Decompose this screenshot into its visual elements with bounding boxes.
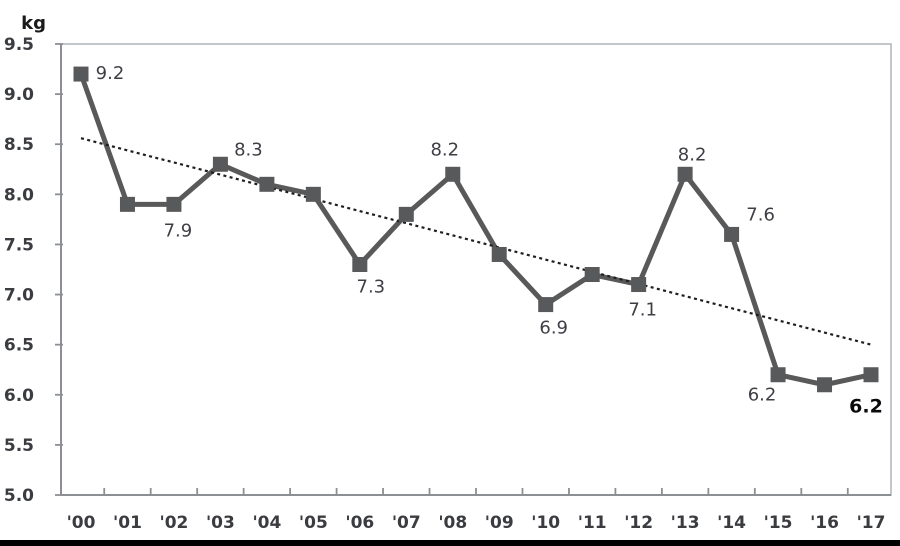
y-axis-tick-label: 5.0 bbox=[4, 486, 34, 506]
y-axis-tick-label: 6.5 bbox=[4, 336, 34, 356]
x-axis-category-label: '00 bbox=[67, 513, 96, 533]
data-label-bold: 6.2 bbox=[849, 396, 883, 418]
data-label: 8.3 bbox=[234, 139, 263, 160]
data-label: 7.3 bbox=[357, 276, 386, 297]
data-label: 7.9 bbox=[164, 220, 193, 241]
data-label: 6.2 bbox=[748, 385, 777, 406]
x-axis-category-label: '17 bbox=[857, 513, 886, 533]
y-axis-unit-label: kg bbox=[21, 13, 46, 34]
x-axis-category-label: '03 bbox=[206, 513, 235, 533]
plot-area-outline bbox=[60, 43, 892, 496]
y-axis-tick-label: 5.5 bbox=[4, 436, 34, 456]
data-point-marker bbox=[259, 176, 275, 192]
y-axis-tick-label: 7.0 bbox=[4, 286, 34, 306]
x-axis-category-label: '06 bbox=[345, 513, 374, 533]
data-point-marker bbox=[491, 246, 507, 262]
x-axis-category-label: '15 bbox=[764, 513, 793, 533]
data-point-marker bbox=[119, 196, 135, 212]
data-point-marker bbox=[631, 277, 647, 293]
data-point-marker bbox=[817, 377, 833, 393]
y-axis-tick-label: 9.5 bbox=[4, 35, 34, 55]
x-axis-category-label: '10 bbox=[531, 513, 560, 533]
data-label: 8.2 bbox=[678, 144, 707, 165]
data-point-marker bbox=[352, 256, 368, 272]
y-axis-tick-label: 9.0 bbox=[4, 85, 34, 105]
data-point-markers bbox=[73, 66, 879, 393]
data-label: 8.2 bbox=[430, 139, 459, 160]
x-axis-category-label: '16 bbox=[810, 513, 839, 533]
trendline-dotted bbox=[80, 137, 872, 346]
x-axis-category-label: '07 bbox=[392, 513, 421, 533]
plot-border bbox=[60, 43, 892, 496]
data-point-marker bbox=[305, 186, 321, 202]
data-point-marker bbox=[398, 206, 414, 222]
x-axis-category-label: '04 bbox=[252, 513, 281, 533]
x-axis-category-label: '08 bbox=[438, 513, 467, 533]
x-axis-category-label: '14 bbox=[717, 513, 746, 533]
y-axis-tick-label: 7.5 bbox=[4, 235, 34, 255]
y-axis-tick-label: 8.0 bbox=[4, 185, 34, 205]
data-point-marker bbox=[584, 267, 600, 283]
x-axis-category-label: '05 bbox=[299, 513, 328, 533]
data-point-marker bbox=[538, 297, 554, 313]
data-label: 9.2 bbox=[96, 63, 125, 84]
x-axis-category-label: '13 bbox=[671, 513, 700, 533]
data-point-marker bbox=[212, 156, 228, 172]
data-label: 6.9 bbox=[539, 318, 568, 339]
series-polyline bbox=[78, 73, 872, 388]
data-label: 7.6 bbox=[746, 204, 775, 225]
x-axis-category-label: '12 bbox=[624, 513, 653, 533]
data-label: 7.1 bbox=[628, 300, 657, 321]
data-point-marker bbox=[445, 166, 461, 182]
data-point-marker bbox=[724, 226, 740, 242]
x-axis-ticks: '00 '01 '02 '03 '04 '05 '06 '07 '08 '09 '10 '11 '12 '… bbox=[67, 488, 886, 533]
bottom-border-bar bbox=[0, 540, 900, 546]
data-point-marker bbox=[73, 66, 89, 82]
data-point-labels: 9.2 7.9 8.3 7.3 8.2 6.9 7.1 8.2 7.6 6.2 6.2 bbox=[96, 63, 883, 418]
trendline bbox=[80, 137, 872, 346]
data-point-marker bbox=[677, 166, 693, 182]
data-point-marker bbox=[863, 367, 879, 383]
data-point-marker bbox=[770, 367, 786, 383]
y-axis-ticks: 9.5 9.0 8.5 8.0 7.5 7.0 6.5 6.0 5.5 5.0 bbox=[4, 35, 63, 506]
data-series-line bbox=[78, 73, 872, 388]
data-point-marker bbox=[166, 196, 182, 212]
y-axis-tick-label: 6.0 bbox=[4, 386, 34, 406]
x-axis-category-label: '02 bbox=[160, 513, 189, 533]
x-axis-category-label: '01 bbox=[113, 513, 142, 533]
y-axis-tick-label: 8.5 bbox=[4, 135, 34, 155]
x-axis-category-label: '11 bbox=[578, 513, 607, 533]
x-axis-category-label: '09 bbox=[485, 513, 514, 533]
